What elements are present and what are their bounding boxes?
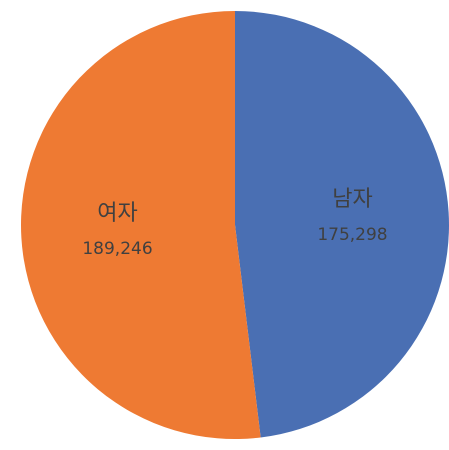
pie-slices xyxy=(20,11,449,439)
pie-slice-label-1: 여자 xyxy=(97,201,137,226)
pie-slice-value-0: 175,298 xyxy=(317,225,387,245)
pie-slice-value-1: 189,246 xyxy=(82,239,152,259)
pie-slice-1 xyxy=(20,11,261,439)
pie-labels: 남자 175,298 여자 189,246 xyxy=(82,187,387,259)
pie-slice-label-0: 남자 xyxy=(332,187,372,212)
pie-slice-0 xyxy=(235,11,449,438)
